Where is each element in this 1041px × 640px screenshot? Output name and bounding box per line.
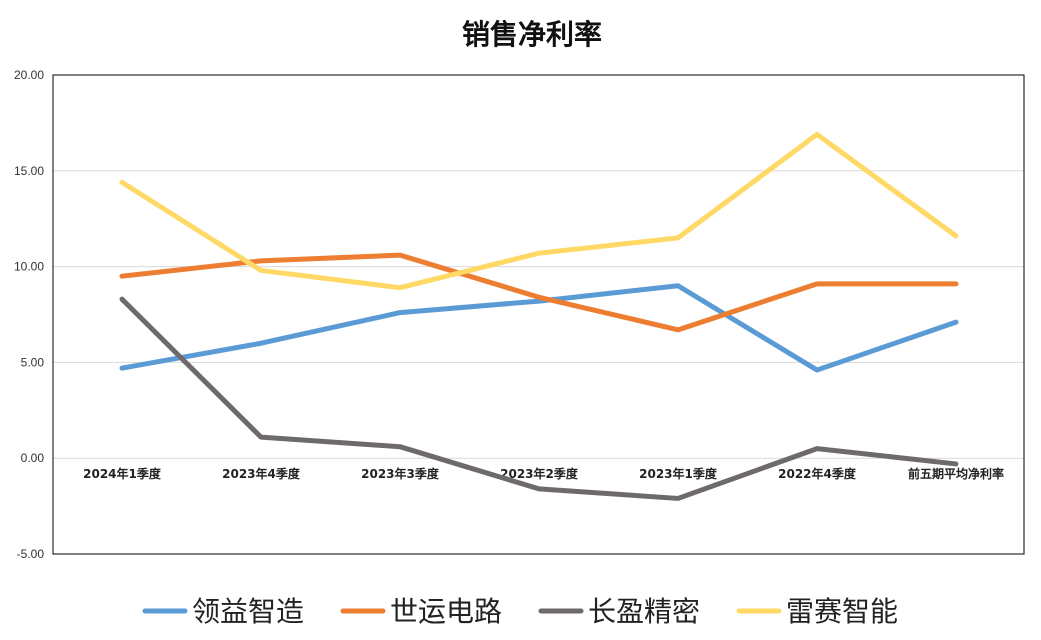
y-axis-ticks: 20.00 15.00 10.00 5.00 0.00 -5.00 (14, 68, 44, 561)
plot-area: 20.00 15.00 10.00 5.00 0.00 -5.00 2024年1季度 2023… (14, 68, 1025, 561)
series-line-1 (119, 283, 959, 373)
y-tick-label: 0.00 (21, 451, 45, 465)
x-tick-label: 2023年1季度 (639, 466, 718, 481)
x-tick-label: 2023年4季度 (222, 466, 301, 481)
x-tick-label: 2023年3季度 (361, 466, 440, 481)
y-tick-label: 15.00 (14, 164, 44, 178)
legend-item: 长盈精密 (538, 595, 700, 628)
legend-label: 长盈精密 (588, 595, 700, 628)
chart-title: 销售净利率 (462, 18, 602, 51)
gridlines (53, 74, 1024, 555)
legend-item: 雷赛智能 (736, 595, 898, 628)
legend-label: 雷赛智能 (786, 595, 898, 628)
series-line-2 (119, 252, 959, 333)
plot-border (52, 74, 1025, 555)
legend-label: 领益智造 (192, 595, 304, 628)
series-line-4 (119, 131, 959, 291)
x-tick-label: 2024年1季度 (83, 466, 162, 481)
x-tick-label: 前五期平均净利率 (908, 466, 1004, 481)
legend: 领益智造 世运电路 长盈精密 雷赛智能 (142, 595, 898, 628)
series-group (119, 131, 959, 501)
y-tick-label: 20.00 (14, 68, 44, 82)
y-tick-label: 5.00 (21, 355, 45, 369)
legend-label: 世运电路 (390, 595, 502, 628)
x-tick-label: 2023年2季度 (500, 466, 579, 481)
x-axis-ticks: 2024年1季度 2023年4季度 2023年3季度 2023年2季度 2023年1季度… (83, 466, 1004, 481)
legend-item: 领益智造 (142, 595, 304, 628)
y-tick-label: -5.00 (17, 547, 45, 561)
series-line-3 (119, 296, 959, 501)
x-tick-label: 2022年4季度 (778, 466, 857, 481)
y-tick-label: 10.00 (14, 260, 44, 274)
legend-item: 世运电路 (340, 595, 502, 628)
